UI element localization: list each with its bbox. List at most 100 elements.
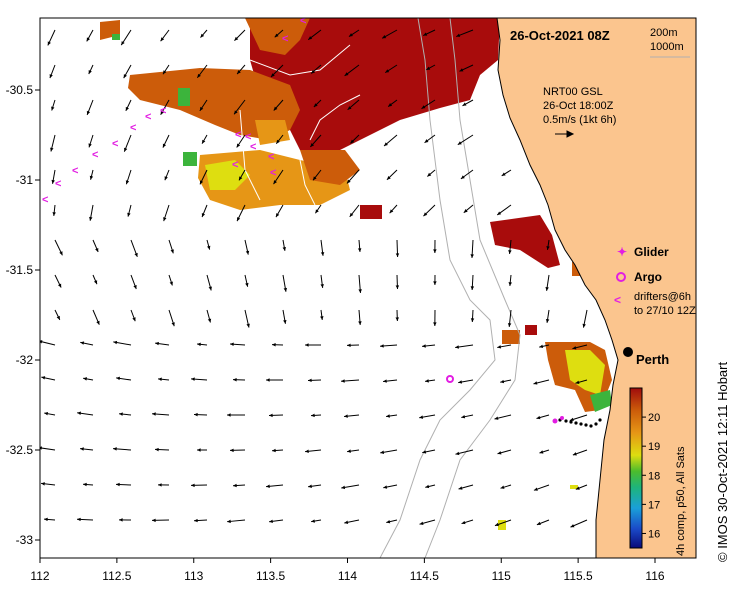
drifter-legend-label-1: drifters@6h: [634, 291, 691, 303]
current-arrow: [508, 239, 512, 254]
current-arrow: [197, 342, 208, 347]
current-arrow: [575, 484, 588, 490]
current-arrow: [545, 309, 550, 323]
current-arrow: [244, 239, 250, 255]
current-arrow: [311, 519, 322, 523]
current-arrow: [433, 309, 437, 327]
current-arrow: [470, 239, 474, 258]
current-arrow: [433, 274, 437, 286]
current-arrow: [421, 99, 436, 110]
current-arrow: [160, 29, 170, 42]
current-scale: 0.5m/s (1kt 6h): [543, 114, 616, 126]
current-arrow: [233, 99, 246, 115]
current-arrow: [44, 411, 56, 416]
current-arrow: [118, 518, 132, 522]
sst-field: [100, 18, 612, 530]
current-arrow: [320, 309, 324, 320]
current-arrow: [384, 64, 398, 74]
current-arrow: [536, 414, 550, 420]
current-arrow: [424, 134, 436, 144]
current-arrow: [282, 239, 286, 251]
current-arrow: [123, 134, 132, 152]
current-arrow: [349, 204, 360, 218]
current-arrow: [120, 29, 132, 46]
current-arrow: [357, 239, 362, 253]
current-arrow: [236, 134, 246, 148]
current-arrow: [271, 343, 284, 347]
current-arrow: [533, 484, 550, 491]
current-arrow: [310, 64, 322, 74]
current-arrow: [52, 204, 56, 216]
current-arrow: [162, 134, 170, 148]
x-tick-label: 115.5: [564, 569, 593, 583]
current-arrow: [458, 484, 474, 490]
current-arrow: [51, 99, 56, 111]
current-arrow: [196, 448, 208, 452]
current-arrow: [113, 340, 132, 346]
current-arrow: [92, 274, 98, 285]
current-arrow: [575, 379, 588, 384]
current-arrow: [282, 274, 288, 292]
colorbar-ticks: 20 19 18 17 16: [642, 412, 660, 540]
current-arrow: [236, 64, 246, 75]
current-arrow: [88, 134, 94, 148]
current-arrow: [570, 519, 588, 528]
credit-label: © IMOS 30-Oct-2021 12:11 Hobart: [715, 362, 730, 562]
current-arrow: [426, 64, 436, 71]
current-arrow: [271, 448, 284, 453]
current-arrow: [191, 377, 208, 381]
current-arrow: [386, 519, 398, 524]
current-arrow: [470, 274, 475, 291]
current-arrow: [270, 64, 284, 78]
svg-text:<: <: [130, 122, 136, 134]
current-arrow: [54, 309, 61, 321]
svg-text:<: <: [42, 194, 48, 206]
current-arrow: [348, 29, 360, 37]
argo-legend-label: Argo: [634, 270, 662, 284]
current-arrow: [80, 341, 94, 346]
current-arrow: [320, 274, 324, 288]
current-arrow: [86, 99, 94, 116]
current-arrow: [456, 29, 474, 38]
current-arrow: [275, 134, 284, 145]
current-arrow: [470, 309, 475, 323]
depth-legend-1000m: 1000m: [650, 41, 684, 53]
current-arrow: [386, 169, 398, 181]
current-arrow: [54, 239, 63, 256]
x-tick-label: 115: [492, 569, 511, 583]
current-arrow: [419, 414, 436, 419]
current-arrow: [507, 309, 512, 327]
current-arrow: [313, 99, 322, 108]
y-axis: -30.5 -31 -31.5 -32 -32.5 -33: [6, 83, 40, 547]
current-arrow: [206, 239, 211, 250]
current-arrow: [199, 169, 208, 185]
colorbar-tick-label: 16: [648, 528, 660, 540]
current-arrow: [226, 413, 246, 417]
current-arrow: [347, 99, 360, 111]
current-arrow: [497, 344, 512, 349]
current-arrow: [155, 341, 170, 346]
current-arrow: [307, 378, 322, 383]
svg-text:<: <: [72, 165, 78, 177]
colorbar-tick-label: 18: [648, 470, 660, 482]
current-arrow: [274, 29, 284, 38]
current-arrow: [461, 414, 474, 419]
current-arrow: [40, 340, 56, 346]
depth-contours: [379, 18, 521, 558]
current-arrow: [423, 29, 436, 37]
current-arrow: [341, 484, 360, 490]
current-arrow: [546, 239, 550, 250]
current-arrow: [158, 377, 170, 381]
current-arrow: [425, 484, 436, 489]
svg-text:<: <: [245, 131, 251, 143]
current-arrow: [151, 518, 170, 523]
current-arrow: [344, 64, 360, 77]
current-arrow: [115, 482, 132, 487]
current-arrow: [389, 204, 398, 214]
svg-text:<: <: [250, 141, 256, 153]
current-arrow: [125, 169, 132, 185]
current-arrow: [462, 99, 474, 107]
current-arrow: [539, 449, 550, 454]
current-arrow: [47, 29, 56, 46]
current-arrow: [50, 134, 56, 152]
